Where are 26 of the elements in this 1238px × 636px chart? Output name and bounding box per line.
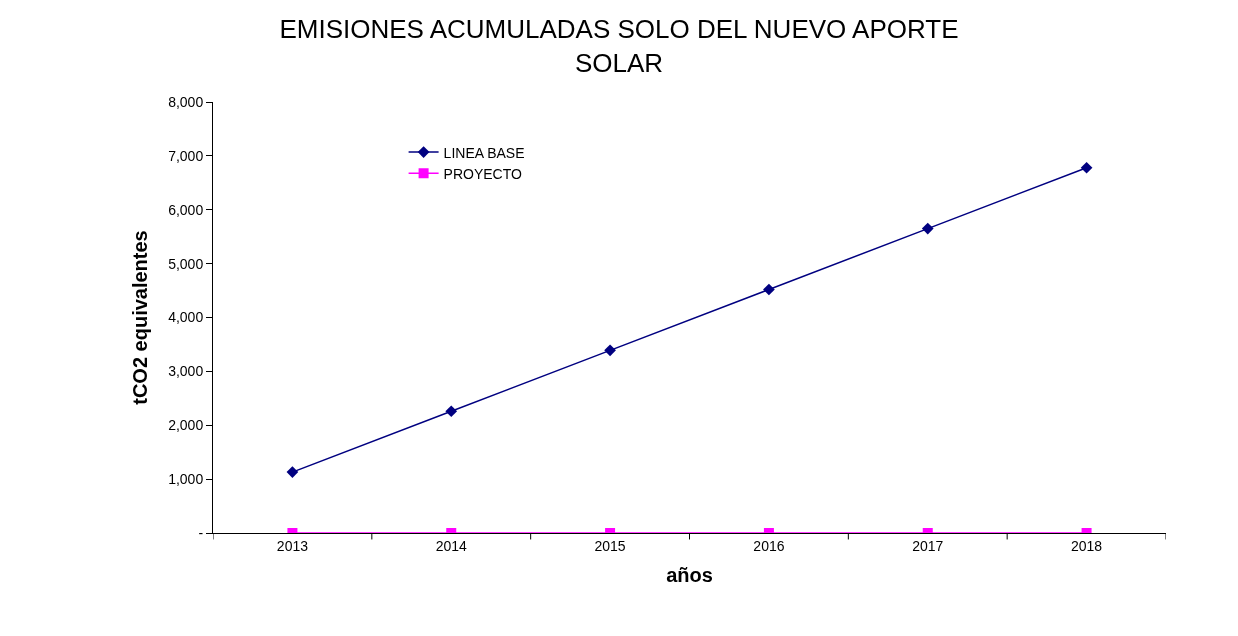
y-axis-title: tCO2 equivalentes [128,230,151,405]
x-axis-title: años [666,564,713,587]
y-tick-label: 7,000 [168,147,204,164]
chart-title: EMISIONES ACUMULADAS SOLO DEL NUEVO APORTE SOLAR [279,14,959,78]
y-tick-label: 3,000 [168,363,204,380]
x-tick-label: 2018 [1071,537,1103,554]
x-tick-label: 2014 [435,537,468,554]
y-tick-label: 2,000 [168,417,204,434]
point [445,405,458,418]
y-tick-label: 6,000 [168,201,204,218]
x-tick-label: 2013 [276,537,309,554]
point [604,344,616,357]
point [921,222,934,235]
y-tick-label: 8,000 [168,93,204,110]
x-tick-label: 2017 [912,537,944,554]
y-tick-label: - [198,524,204,541]
y-tick-label: 1,000 [168,471,204,488]
legend-label: PROYECTO [443,165,523,182]
legend-label: LINEA BASE [443,144,525,161]
point [763,283,775,296]
point [1080,161,1093,174]
x-tick-label: 2015 [594,537,626,554]
x-tick-label: 2016 [753,537,785,554]
y-tick-label: 5,000 [168,255,204,272]
point [286,466,299,478]
y-tick-label: 4,000 [168,309,204,326]
